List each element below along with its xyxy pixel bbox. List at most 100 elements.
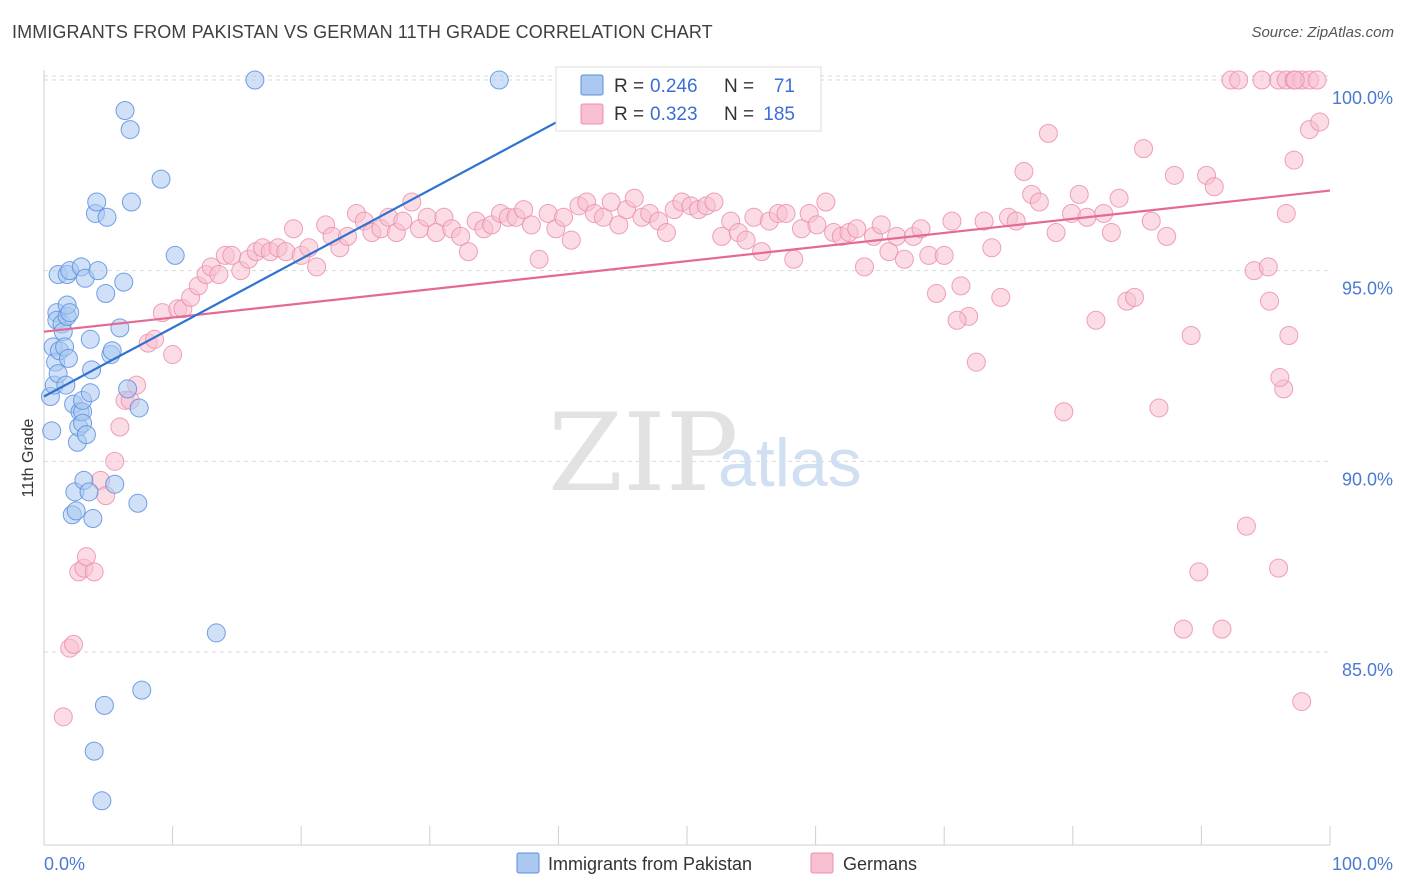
germans-point xyxy=(76,547,96,567)
germans-point xyxy=(1054,402,1074,422)
pakistan-point xyxy=(76,425,96,445)
germans-point xyxy=(1094,203,1114,223)
germans-point xyxy=(942,211,962,231)
germans-point xyxy=(776,203,796,223)
pakistan-point xyxy=(120,120,140,140)
germans-point xyxy=(64,634,84,654)
germans-point xyxy=(1069,184,1089,204)
y-tick-label: 85.0% xyxy=(1342,660,1393,680)
germans-point xyxy=(593,207,613,227)
pakistan-point xyxy=(151,169,171,189)
pakistan-point xyxy=(42,421,62,441)
germans-point xyxy=(609,215,629,235)
germans-point xyxy=(283,219,303,239)
source-credit: Source: ZipAtlas.com xyxy=(1251,24,1394,41)
germans-point xyxy=(393,211,413,231)
germans-point xyxy=(1284,150,1304,170)
germans-point xyxy=(458,242,478,262)
germans-point xyxy=(656,223,676,243)
germans-point xyxy=(1173,619,1193,639)
germans-series xyxy=(53,70,1330,727)
germans-point xyxy=(1086,310,1106,330)
germans-point xyxy=(1181,325,1201,345)
germans-point xyxy=(163,345,183,365)
germans-point xyxy=(1164,165,1184,185)
pakistan-point xyxy=(489,70,509,90)
germans-point xyxy=(1134,139,1154,159)
germans-point xyxy=(974,211,994,231)
pakistan-point xyxy=(105,474,125,494)
y-tick-labels: 85.0% 90.0% 95.0% 100.0% xyxy=(1332,88,1393,680)
pakistan-point xyxy=(245,70,265,90)
germans-point xyxy=(934,245,954,265)
germans-point xyxy=(1252,70,1272,90)
germans-point xyxy=(1189,562,1209,582)
germans-point xyxy=(1101,223,1121,243)
pakistan-point xyxy=(97,207,117,227)
germans-point xyxy=(1204,177,1224,197)
pakistan-point xyxy=(118,379,138,399)
germans-point xyxy=(894,249,914,269)
pakistan-point xyxy=(132,680,152,700)
germans-point xyxy=(561,230,581,250)
pakistan-point xyxy=(88,261,108,281)
pakistan-point xyxy=(121,192,141,212)
germans-point xyxy=(1141,211,1161,231)
germans-point xyxy=(966,352,986,372)
germans-point xyxy=(784,249,804,269)
y-tick-label: 95.0% xyxy=(1342,279,1393,299)
germans-point xyxy=(1236,516,1256,536)
legend-r-value-pakistan: 0.246 xyxy=(650,76,698,97)
pakistan-point xyxy=(58,348,78,368)
germans-point xyxy=(1029,192,1049,212)
pakistan-point xyxy=(83,509,103,529)
germans-point xyxy=(105,451,125,471)
pakistan-point xyxy=(79,482,99,502)
germans-point xyxy=(1285,70,1305,90)
germans-point xyxy=(554,207,574,227)
germans-point xyxy=(514,200,534,220)
watermark-atlas: atlas xyxy=(718,425,862,501)
pakistan-point xyxy=(96,284,116,304)
pakistan-point xyxy=(60,303,80,323)
pakistan-series xyxy=(40,70,509,811)
germans-point xyxy=(1125,287,1145,307)
germans-point xyxy=(879,242,899,262)
bottom-legend: Immigrants from Pakistan Germans xyxy=(516,852,917,874)
legend-n-value-pakistan: 71 xyxy=(774,76,795,97)
germans-point xyxy=(110,417,130,437)
x-tick-label-max: 100.0% xyxy=(1332,854,1393,874)
germans-point xyxy=(1046,223,1066,243)
germans-point xyxy=(816,192,836,212)
bottom-legend-swatch-pakistan xyxy=(516,852,540,874)
watermark-zip: ZIP xyxy=(548,391,738,516)
germans-point xyxy=(947,310,967,330)
germans-point xyxy=(1276,203,1296,223)
pakistan-point xyxy=(128,493,148,513)
germans-point xyxy=(807,215,827,235)
germans-point xyxy=(982,238,1002,258)
bottom-legend-label-pakistan: Immigrants from Pakistan xyxy=(548,854,752,874)
germans-point xyxy=(451,226,471,246)
pakistan-point xyxy=(80,383,100,403)
pakistan-point xyxy=(165,245,185,265)
pakistan-point xyxy=(129,398,149,418)
pakistan-point xyxy=(206,623,226,643)
germans-point xyxy=(601,192,621,212)
legend-r-label-germans: R = xyxy=(614,104,644,125)
germans-point xyxy=(1109,188,1129,208)
germans-point xyxy=(84,562,104,582)
germans-point xyxy=(1212,619,1232,639)
pakistan-point xyxy=(84,741,104,761)
germans-point xyxy=(1307,70,1327,90)
germans-point xyxy=(1279,325,1299,345)
legend-r-label-pakistan: R = xyxy=(614,76,644,97)
chart-title: IMMIGRANTS FROM PAKISTAN VS GERMAN 11TH … xyxy=(12,22,713,42)
germans-point xyxy=(911,219,931,239)
germans-point xyxy=(736,230,756,250)
germans-point xyxy=(1270,367,1290,387)
x-tick-label-min: 0.0% xyxy=(44,854,85,874)
pakistan-point xyxy=(92,791,112,811)
x-axis-ticks xyxy=(43,826,1331,845)
